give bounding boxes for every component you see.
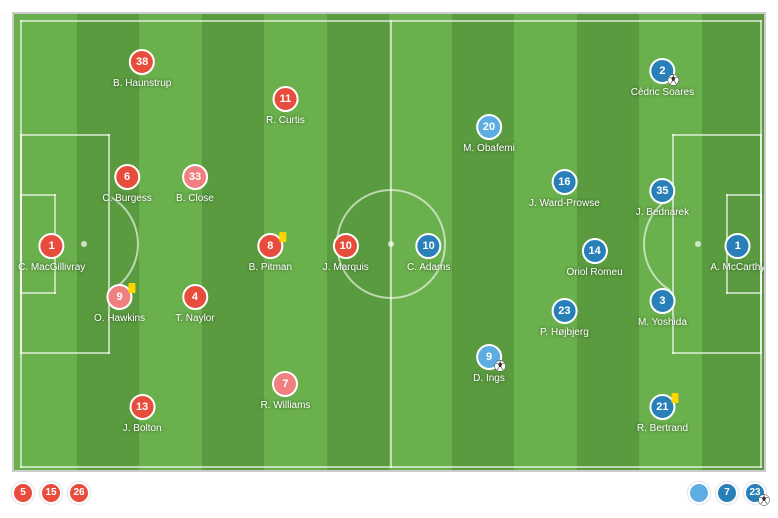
player-disc: 6 bbox=[114, 164, 140, 190]
player-label: R. Williams bbox=[260, 400, 310, 411]
player-marker: 35 J. Bednarek bbox=[636, 178, 689, 218]
player-disc: 23 bbox=[551, 298, 577, 324]
player-marker: 16 J. Ward-Prowse bbox=[529, 169, 600, 209]
away-subs: 7 23 bbox=[688, 482, 766, 504]
football-pitch: 1C. MacGillivray38B. Haunstrup6C. Burges… bbox=[12, 12, 766, 472]
player-label: C. Adams bbox=[407, 262, 450, 273]
player-disc: 38 bbox=[129, 49, 155, 75]
sub-disc: 23 bbox=[744, 482, 766, 504]
player-label: J. Bednarek bbox=[636, 207, 689, 218]
player-marker: 10 C. Adams bbox=[407, 233, 450, 273]
player-label: M. Yoshida bbox=[638, 317, 687, 328]
player-disc: 20 bbox=[476, 114, 502, 140]
player-marker: 23 P. Højbjerg bbox=[540, 298, 589, 338]
player-label: P. Højbjerg bbox=[540, 327, 589, 338]
sub-disc: 26 bbox=[68, 482, 90, 504]
player-disc: 1 bbox=[725, 233, 751, 259]
player-label: A. McCarthy bbox=[710, 262, 765, 273]
sub-disc: 5 bbox=[12, 482, 34, 504]
player-marker: 14 Oriol Romeu bbox=[567, 238, 623, 278]
player-label: B. Pitman bbox=[249, 262, 292, 273]
sub-disc bbox=[688, 482, 710, 504]
player-marker: 4 T. Naylor bbox=[175, 284, 214, 324]
sub-disc: 15 bbox=[40, 482, 62, 504]
player-disc: 11 bbox=[272, 86, 298, 112]
player-label: J. Marquis bbox=[323, 262, 369, 273]
player-label: R. Bertrand bbox=[637, 423, 688, 434]
player-label: O. Hawkins bbox=[94, 313, 145, 324]
player-disc: 9 bbox=[476, 344, 502, 370]
player-label: J. Bolton bbox=[123, 423, 162, 434]
yellow-card-icon bbox=[671, 393, 678, 403]
player-label: T. Naylor bbox=[175, 313, 214, 324]
player-disc: 21 bbox=[649, 394, 675, 420]
player-disc: 4 bbox=[182, 284, 208, 310]
player-disc: 16 bbox=[551, 169, 577, 195]
player-label: J. Ward-Prowse bbox=[529, 198, 600, 209]
player-disc: 13 bbox=[129, 394, 155, 420]
player-marker: 21 R. Bertrand bbox=[637, 394, 688, 434]
player-marker: 11 R. Curtis bbox=[266, 86, 305, 126]
player-disc: 9 bbox=[107, 284, 133, 310]
player-marker: 10 J. Marquis bbox=[323, 233, 369, 273]
player-disc: 8 bbox=[257, 233, 283, 259]
player-label: Cédric Soares bbox=[631, 87, 694, 98]
player-disc: 7 bbox=[272, 371, 298, 397]
player-label: D. Ings bbox=[473, 373, 505, 384]
player-marker: 9 O. Hawkins bbox=[94, 284, 145, 324]
substitutes-row: 5 15 26 7 23 bbox=[12, 482, 766, 504]
player-label: C. MacGillivray bbox=[18, 262, 85, 273]
player-marker: 7 R. Williams bbox=[260, 371, 310, 411]
player-disc: 14 bbox=[582, 238, 608, 264]
player-label: Oriol Romeu bbox=[567, 267, 623, 278]
player-marker: 6 C. Burgess bbox=[102, 164, 151, 204]
yellow-card-icon bbox=[129, 283, 136, 293]
player-disc: 33 bbox=[182, 164, 208, 190]
yellow-card-icon bbox=[279, 232, 286, 242]
player-disc: 10 bbox=[333, 233, 359, 259]
home-subs: 5 15 26 bbox=[12, 482, 90, 504]
pitch-background: 1C. MacGillivray38B. Haunstrup6C. Burges… bbox=[14, 14, 764, 470]
player-label: M. Obafemi bbox=[463, 143, 515, 154]
player-marker: 1 C. MacGillivray bbox=[18, 233, 85, 273]
player-marker: 9 D. Ings bbox=[473, 344, 505, 384]
player-label: C. Burgess bbox=[102, 193, 151, 204]
player-disc: 1 bbox=[39, 233, 65, 259]
goal-icon bbox=[667, 74, 679, 86]
player-disc: 2 bbox=[649, 58, 675, 84]
player-marker: 3 M. Yoshida bbox=[638, 288, 687, 328]
goal-icon bbox=[494, 360, 506, 372]
player-disc: 10 bbox=[416, 233, 442, 259]
player-marker: 2 Cédric Soares bbox=[631, 58, 694, 98]
player-marker: 8 B. Pitman bbox=[249, 233, 292, 273]
player-label: B. Haunstrup bbox=[113, 78, 171, 89]
player-label: B. Close bbox=[176, 193, 214, 204]
player-marker: 33 B. Close bbox=[176, 164, 214, 204]
player-label: R. Curtis bbox=[266, 115, 305, 126]
player-marker: 20 M. Obafemi bbox=[463, 114, 515, 154]
sub-disc: 7 bbox=[716, 482, 738, 504]
player-disc: 3 bbox=[649, 288, 675, 314]
player-marker: 1 A. McCarthy bbox=[710, 233, 765, 273]
player-marker: 13 J. Bolton bbox=[123, 394, 162, 434]
goal-icon bbox=[758, 494, 770, 506]
player-disc: 35 bbox=[649, 178, 675, 204]
player-marker: 38 B. Haunstrup bbox=[113, 49, 171, 89]
